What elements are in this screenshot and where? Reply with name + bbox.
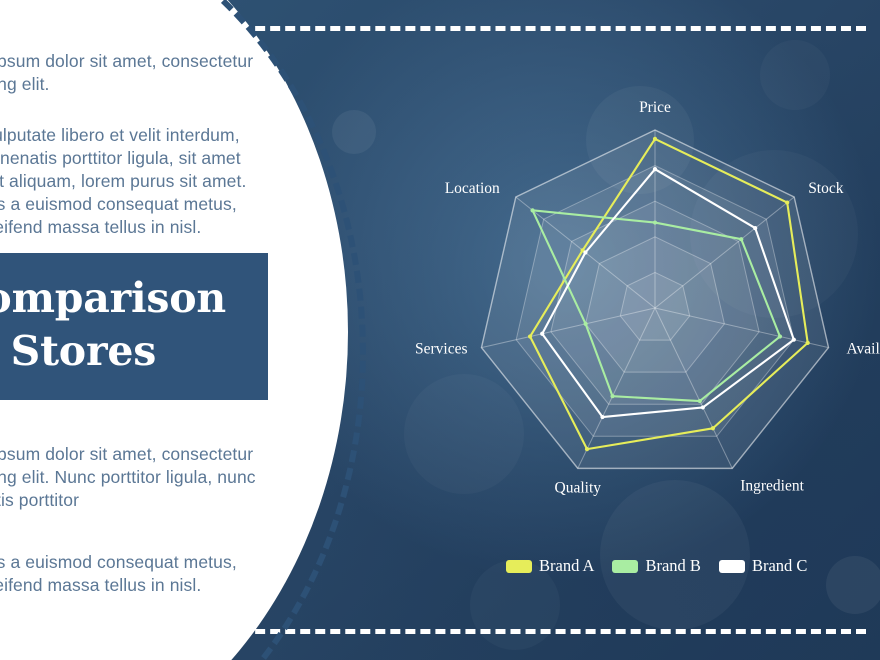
radar-data-point [540,331,545,336]
radar-ring [585,236,725,373]
radar-series-brand-b [531,209,782,403]
legend-swatch-icon [718,559,745,573]
radar-data-point [710,426,716,431]
radar-data-point [805,340,810,345]
legend-swatch-icon [612,559,639,573]
radar-axis-spoke [654,307,829,349]
radar-axis-spoke [654,196,795,309]
radar-axis-spoke [654,307,733,469]
radar-data-point [791,337,796,342]
radar-data-point [610,394,615,399]
radar-data-point [785,200,790,205]
radar-data-point [652,136,658,141]
radar-data-point [753,225,758,231]
radar-data-point [739,237,744,242]
chart-legend: Brand A Brand B Brand C [506,556,808,575]
radar-data-point [652,220,658,225]
radar-data-point [584,447,590,452]
axis-label-location: Location [445,180,500,197]
axis-label-availability: Availability [847,341,880,358]
radar-data-point [777,334,783,339]
radar-data-point [600,414,605,420]
bokeh-circle [826,556,880,614]
radar-data-point [527,334,533,339]
radar-chart: Price Stock Availability Ingredient Quality S… [390,40,880,540]
radar-ring [515,165,795,437]
radar-axis-spoke [577,307,656,469]
page-title-line-2: of Stores [0,327,157,375]
radar-data-point [652,167,658,172]
bokeh-circle [600,480,750,630]
axis-label-price: Price [639,99,671,116]
legend-item-brand-b[interactable]: Brand B [612,556,701,575]
dashed-rule-bottom [150,629,866,634]
radar-data-point [583,250,588,255]
radar-data-point [697,398,702,404]
legend-label: Brand C [751,556,808,575]
radar-axis-spoke [481,307,656,349]
body-paragraph-2: Lorem ipsum dolor sit amet, consectetur … [0,444,256,510]
axis-label-ingredient: Ingredient [740,477,804,494]
legend-item-brand-a[interactable]: Brand A [506,556,595,575]
bokeh-circle [332,110,376,154]
radar-series-brand-a [529,137,809,451]
body-paragraph-3: Vivamus a euismod consequat metus, vitae… [0,552,237,595]
left-panel-content: Lorem ipsum dolor sit amet, consectetur … [0,0,268,660]
radar-data-point [530,208,535,213]
legend-label: Brand B [645,556,701,575]
radar-series-brand-c [541,168,795,419]
axis-label-quality: Quality [555,479,602,496]
body-paragraph-1: Nunc vulputate libero et velit interdum,… [0,125,247,237]
radar-chart-svg: Price Stock Availability Ingredient Quality S… [415,99,880,496]
radar-ring [550,200,760,405]
legend-swatch-icon [506,559,532,573]
title-banner: Comparison of Stores [0,253,268,400]
legend-label: Brand A [539,556,595,575]
axis-label-stock: Stock [808,180,844,197]
radar-data-point [700,405,705,410]
dashed-rule-top [150,26,866,31]
radar-ring [619,271,691,341]
intro-paragraph: Lorem ipsum dolor sit amet, consectetur … [0,51,254,94]
page-title-line-1: Comparison [0,274,227,322]
axis-label-services: Services [415,341,468,358]
radar-data-point [583,321,588,326]
legend-item-brand-c[interactable]: Brand C [718,556,808,575]
